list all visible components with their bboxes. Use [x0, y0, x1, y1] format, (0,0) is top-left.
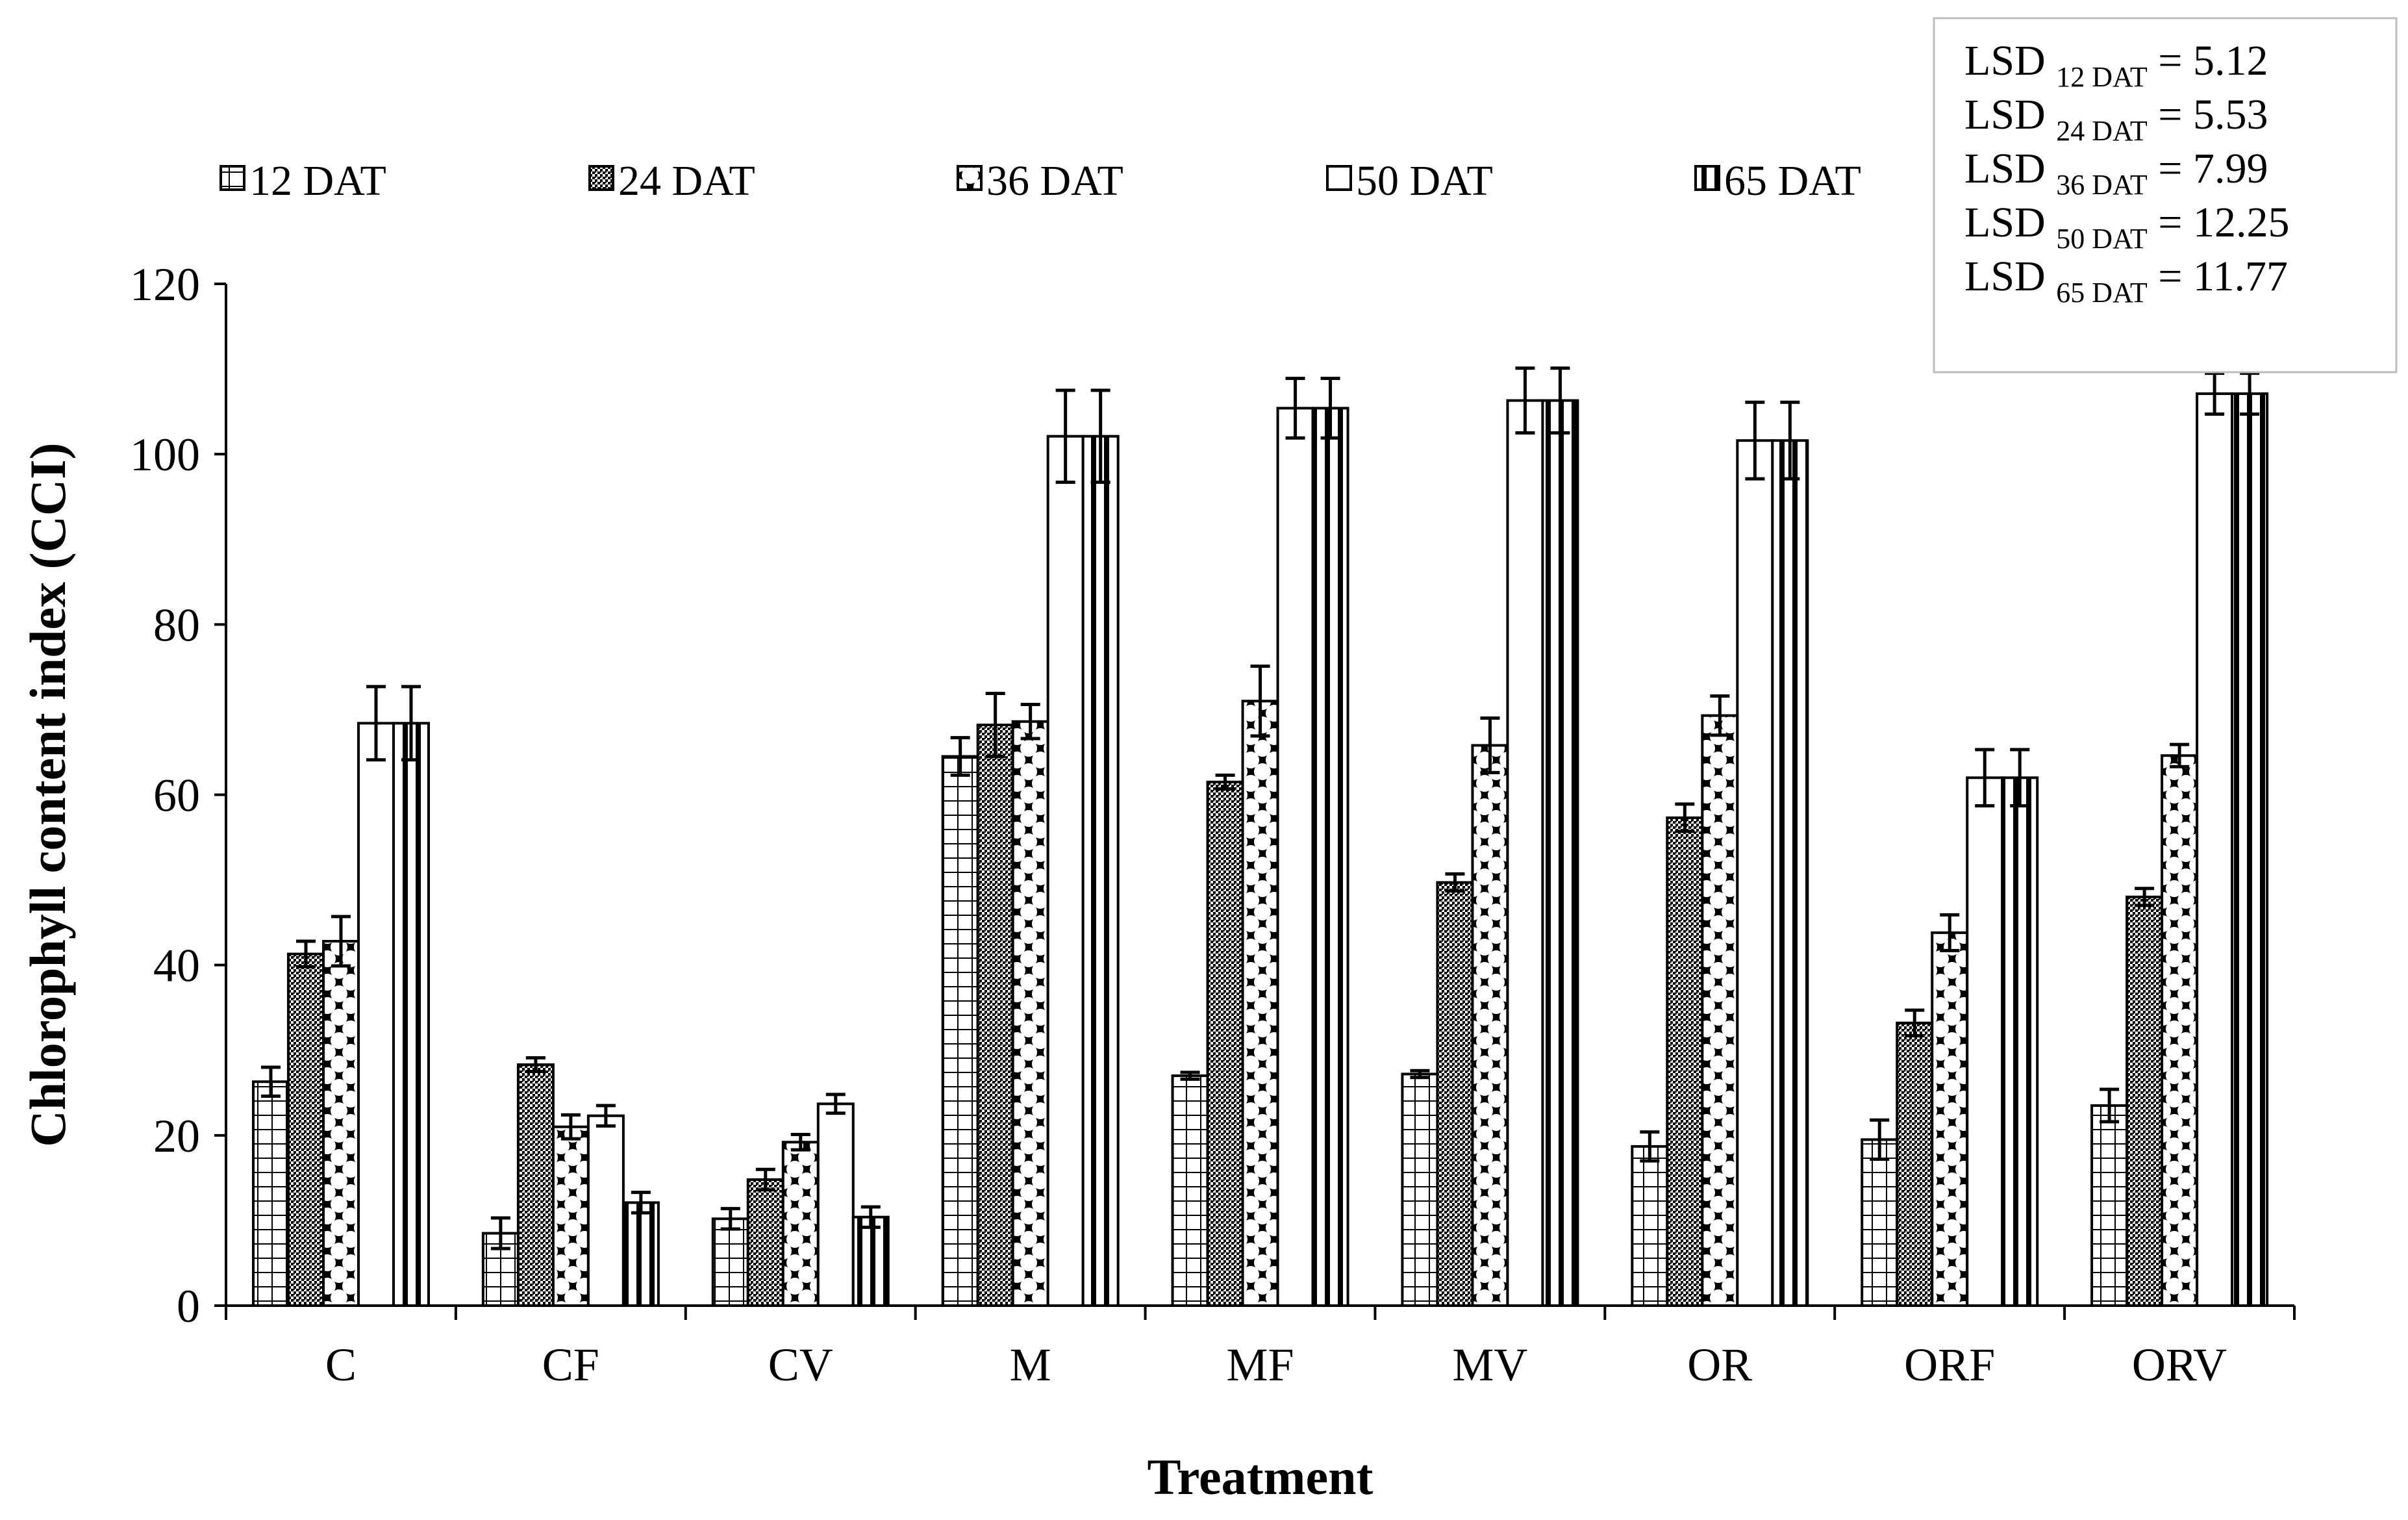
- legend-swatch: [957, 165, 983, 191]
- lsd-line: LSD 50 DAT = 12.25: [1964, 199, 2289, 255]
- bar: [551, 1125, 590, 1307]
- bar: [2090, 1104, 2129, 1308]
- bar: [1771, 439, 1809, 1307]
- bar: [2126, 895, 2164, 1308]
- bar: [816, 1102, 855, 1308]
- legend-label: 24 DAT: [618, 157, 755, 205]
- bar: [1931, 931, 1969, 1307]
- legend-swatch: [1326, 165, 1352, 191]
- legend-label: 65 DAT: [1724, 157, 1861, 205]
- bar: [2196, 392, 2234, 1307]
- y-tick-label: 100: [130, 429, 200, 481]
- bar: [711, 1217, 749, 1308]
- lsd-box: [1933, 17, 2398, 374]
- bar: [746, 1178, 784, 1308]
- bar: [1401, 1072, 1439, 1308]
- bar: [1471, 744, 1509, 1307]
- bar: [1171, 1074, 1209, 1307]
- y-tick-label: 120: [130, 259, 200, 310]
- bar: [287, 952, 325, 1307]
- bar: [1276, 407, 1314, 1307]
- bar: [516, 1063, 555, 1307]
- y-tick-label: 60: [153, 770, 200, 822]
- bar: [1081, 435, 1120, 1307]
- bar: [357, 722, 395, 1307]
- bar: [1436, 881, 1474, 1308]
- x-axis-title: Treatment: [1148, 1449, 1373, 1505]
- x-tick-label: CV: [768, 1339, 833, 1391]
- lsd-line: LSD 36 DAT = 7.99: [1964, 145, 2268, 201]
- bar: [621, 1201, 660, 1307]
- bar: [322, 939, 360, 1308]
- x-tick-label: ORV: [2132, 1339, 2227, 1391]
- bar: [941, 755, 979, 1307]
- y-tick-label: 40: [153, 940, 200, 992]
- bar: [1206, 780, 1244, 1307]
- lsd-line: LSD 65 DAT = 11.77: [1964, 253, 2288, 309]
- bar: [1666, 816, 1704, 1307]
- x-tick-label: ORF: [1904, 1339, 1995, 1391]
- bar: [252, 1080, 290, 1308]
- y-tick-label: 80: [153, 599, 200, 651]
- bar: [586, 1114, 625, 1308]
- x-tick-label: CF: [542, 1339, 599, 1391]
- legend-label: 50 DAT: [1356, 157, 1493, 205]
- legend-label: 12 DAT: [249, 157, 386, 205]
- x-tick-label: MV: [1452, 1339, 1527, 1391]
- x-tick-label: OR: [1687, 1339, 1752, 1391]
- bar: [1046, 435, 1085, 1307]
- legend: 12 DAT 24 DAT 36 DAT 50 DAT 65 DAT: [219, 157, 1861, 205]
- x-tick-label: C: [325, 1339, 357, 1391]
- bar: [1861, 1138, 1899, 1307]
- bar: [1736, 439, 1774, 1307]
- bar: [1896, 1021, 1934, 1307]
- y-tick-label: 0: [177, 1280, 200, 1332]
- bar: [1541, 399, 1579, 1308]
- bar: [2161, 754, 2199, 1307]
- legend-swatch: [219, 165, 245, 191]
- bar: [976, 724, 1014, 1308]
- bar: [1011, 720, 1049, 1307]
- bar: [1701, 714, 1739, 1307]
- bar: [392, 722, 430, 1307]
- plot-area: 0 20 40 60 80 100 120 C CF CV M MF MV OR ORF ORV Treatme…: [19, 259, 2296, 1505]
- bar: [851, 1215, 890, 1307]
- y-axis-title: Chlorophyll content index (CCI): [19, 442, 76, 1146]
- x-tick-label: MF: [1226, 1339, 1294, 1391]
- bar: [1506, 399, 1544, 1308]
- bar: [1311, 407, 1349, 1307]
- legend-label: 36 DAT: [986, 157, 1123, 205]
- y-tick-label: 20: [153, 1110, 200, 1162]
- lsd-line: LSD 24 DAT = 5.53: [1964, 91, 2268, 147]
- bar: [1966, 776, 2004, 1307]
- bar: [2001, 776, 2039, 1307]
- legend-swatch: [1694, 165, 1720, 191]
- legend-swatch: [588, 165, 614, 191]
- bar: [781, 1141, 820, 1307]
- bar: [1631, 1145, 1669, 1307]
- x-tick-label: M: [1010, 1339, 1051, 1391]
- bar: [1241, 700, 1279, 1307]
- lsd-line: LSD 12 DAT = 5.12: [1964, 37, 2268, 93]
- bar: [2231, 392, 2269, 1307]
